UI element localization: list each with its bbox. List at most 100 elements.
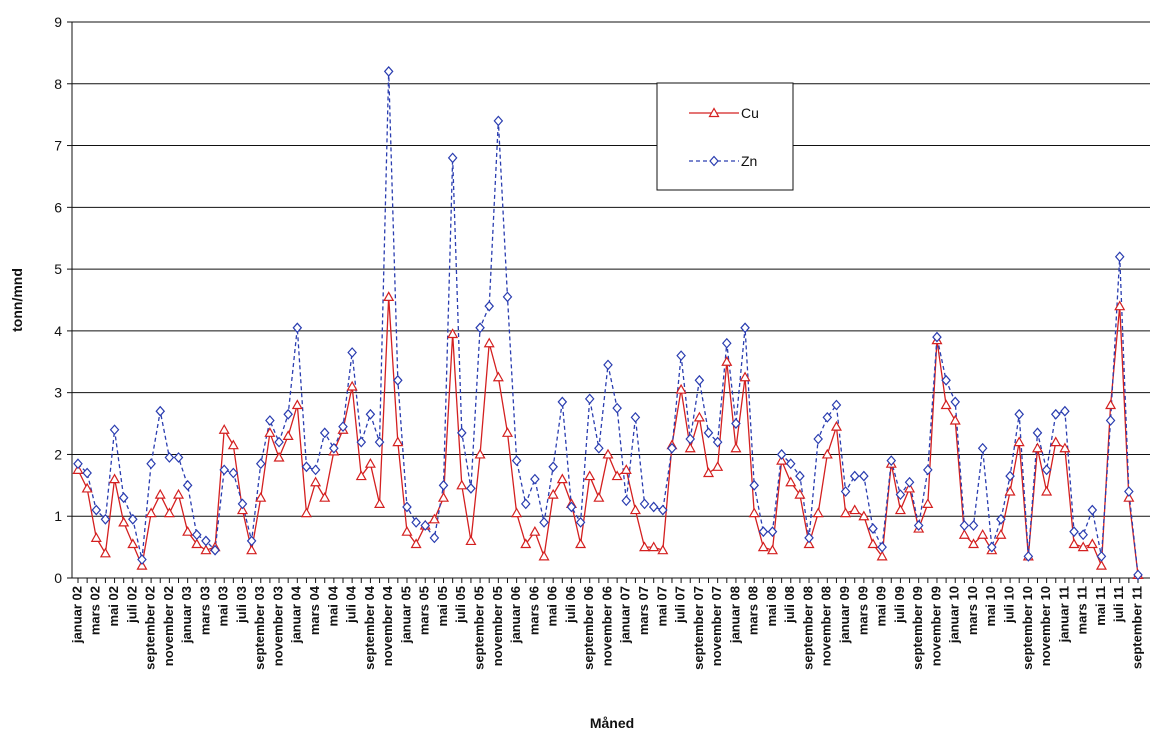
x-tick-label: november 07 bbox=[709, 586, 724, 666]
marker bbox=[428, 513, 440, 524]
marker bbox=[1023, 550, 1034, 562]
marker bbox=[511, 455, 522, 467]
marker bbox=[73, 458, 83, 470]
marker bbox=[492, 371, 504, 382]
marker bbox=[685, 433, 696, 445]
legend-label: Cu bbox=[741, 105, 759, 121]
marker bbox=[437, 491, 450, 502]
marker bbox=[584, 470, 596, 481]
marker bbox=[767, 526, 778, 538]
marker bbox=[584, 393, 595, 405]
marker bbox=[474, 448, 486, 459]
marker bbox=[548, 461, 558, 473]
marker bbox=[81, 482, 93, 493]
marker bbox=[374, 436, 385, 448]
marker bbox=[128, 513, 138, 525]
y-axis-title: tonn/mnd bbox=[9, 268, 25, 332]
marker bbox=[429, 532, 440, 544]
marker bbox=[1123, 491, 1135, 502]
x-tick-label: mars 10 bbox=[965, 586, 980, 635]
marker bbox=[282, 430, 294, 441]
marker bbox=[1013, 436, 1025, 447]
marker bbox=[173, 452, 184, 463]
marker bbox=[246, 544, 258, 555]
marker bbox=[794, 488, 806, 499]
marker bbox=[602, 448, 614, 459]
marker bbox=[465, 535, 477, 546]
x-tick-label: mars 03 bbox=[197, 586, 212, 635]
marker bbox=[795, 470, 805, 482]
marker bbox=[694, 374, 705, 386]
marker bbox=[630, 411, 641, 423]
x-tick-label: september 02 bbox=[143, 586, 158, 670]
marker bbox=[127, 538, 139, 549]
marker bbox=[1050, 408, 1061, 420]
marker bbox=[273, 451, 285, 462]
marker bbox=[959, 520, 970, 531]
marker bbox=[675, 383, 687, 394]
marker bbox=[667, 442, 677, 454]
marker bbox=[629, 504, 641, 515]
marker bbox=[447, 152, 458, 164]
marker bbox=[822, 411, 833, 423]
marker bbox=[520, 498, 531, 510]
x-tick-label: juli 04 bbox=[344, 585, 359, 624]
x-tick-label: september 10 bbox=[1020, 586, 1035, 670]
marker bbox=[876, 550, 888, 561]
y-tick-label: 9 bbox=[54, 14, 62, 30]
marker bbox=[849, 470, 860, 482]
x-tick-label: mars 08 bbox=[746, 586, 761, 635]
marker bbox=[1133, 569, 1143, 581]
marker bbox=[118, 516, 130, 527]
marker bbox=[447, 328, 459, 339]
marker bbox=[684, 442, 696, 453]
marker bbox=[511, 507, 523, 518]
marker bbox=[748, 507, 760, 518]
marker bbox=[484, 300, 495, 312]
marker bbox=[420, 520, 431, 531]
marker bbox=[776, 449, 787, 460]
marker bbox=[291, 399, 303, 410]
marker bbox=[867, 538, 879, 549]
marker bbox=[566, 501, 577, 513]
x-tick-label: mars 09 bbox=[855, 586, 870, 635]
x-tick-label: januar 02 bbox=[69, 586, 84, 644]
x-tick-label: januar 07 bbox=[618, 586, 633, 644]
marker bbox=[868, 523, 878, 534]
x-tick-label: mai 02 bbox=[106, 586, 121, 626]
marker bbox=[411, 516, 421, 528]
x-tick-label: november 08 bbox=[819, 586, 834, 666]
marker bbox=[438, 479, 449, 491]
marker bbox=[383, 66, 394, 77]
marker bbox=[693, 411, 705, 422]
marker bbox=[483, 337, 495, 348]
marker bbox=[830, 420, 842, 431]
marker bbox=[995, 529, 1007, 539]
legend-marker bbox=[708, 107, 720, 118]
marker bbox=[547, 488, 559, 499]
x-tick-label: januar 04 bbox=[289, 585, 304, 644]
marker bbox=[730, 442, 742, 453]
x-tick-label: juli 03 bbox=[234, 586, 249, 624]
marker bbox=[639, 541, 651, 552]
marker bbox=[530, 473, 540, 485]
x-tick-label: mars 07 bbox=[636, 586, 651, 635]
x-tick-label: mars 11 bbox=[1075, 586, 1090, 634]
marker bbox=[310, 476, 322, 487]
x-tick-label: november 06 bbox=[599, 586, 614, 666]
marker bbox=[501, 427, 514, 437]
marker bbox=[200, 544, 212, 555]
marker bbox=[410, 538, 422, 549]
marker bbox=[1105, 399, 1117, 410]
x-tick-label: januar 10 bbox=[947, 586, 962, 644]
marker bbox=[145, 507, 157, 518]
marker bbox=[703, 427, 714, 439]
marker bbox=[721, 337, 732, 349]
marker bbox=[840, 486, 851, 497]
marker bbox=[1031, 442, 1044, 453]
marker bbox=[603, 359, 613, 371]
y-tick-label: 4 bbox=[54, 323, 62, 339]
marker bbox=[758, 526, 769, 538]
legend-marker bbox=[709, 155, 719, 167]
legend-label: Zn bbox=[741, 153, 757, 169]
